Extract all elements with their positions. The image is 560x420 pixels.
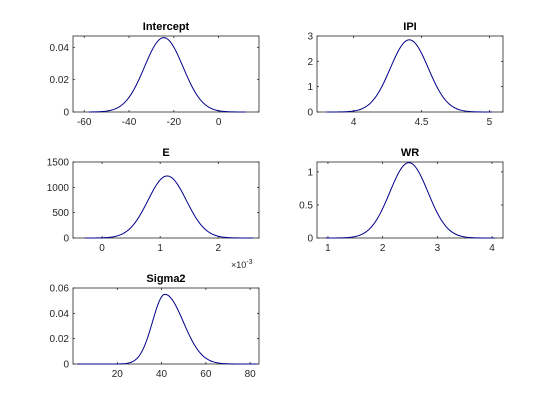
ipi-xtick-label: 4.5	[415, 117, 429, 128]
wr-axes-box	[316, 161, 504, 239]
sigma2-ytick-label: 0.02	[50, 334, 70, 345]
sigma2-xtick-label: 40	[156, 369, 168, 380]
e-density-line	[84, 175, 254, 239]
sigma2-ytick-label: 0.04	[50, 309, 70, 320]
sigma2-density-line	[77, 293, 257, 365]
e-ytick-label: 1500	[47, 158, 70, 169]
intercept-title: Intercept	[143, 21, 190, 33]
ipi-ytick-label: 1	[307, 82, 313, 93]
sigma2-xtick-label: 20	[112, 369, 124, 380]
intercept-ytick-label: 0.02	[50, 75, 70, 86]
wr-title: WR	[401, 147, 419, 159]
intercept-density-line	[88, 37, 246, 113]
intercept-ytick-label: 0.04	[50, 43, 70, 54]
intercept-xtick-label: -20	[167, 117, 182, 128]
subplot-e: 0 1 2 0 500 1000 1500 E ×10-3	[47, 147, 260, 270]
e-ytick-label: 0	[63, 234, 69, 245]
sigma2-ytick-label: 0	[63, 360, 69, 371]
wr-ytick-label: 0.5	[299, 200, 313, 211]
wr-xtick-label: 3	[435, 243, 441, 254]
wr-xtick-label: 2	[380, 243, 386, 254]
sigma2-title: Sigma2	[146, 273, 185, 285]
ipi-ytick-label: 3	[307, 32, 313, 43]
e-xtick-label: 0	[99, 243, 105, 254]
wr-ytick-label: 0	[307, 234, 313, 245]
e-xtick-label: 2	[216, 243, 222, 254]
wr-xtick-label: 4	[489, 243, 495, 254]
ipi-title: IPI	[403, 21, 416, 33]
intercept-xtick-label: -60	[77, 117, 92, 128]
e-ytick-label: 500	[52, 208, 69, 219]
intercept-ytick-label: 0	[63, 108, 69, 119]
e-title: E	[162, 147, 169, 159]
e-ytick-label: 1000	[47, 183, 70, 194]
ipi-density-line	[326, 39, 493, 113]
ipi-ytick-label: 2	[307, 57, 313, 68]
intercept-axes-box	[72, 35, 260, 113]
ipi-xtick-label: 5	[487, 117, 493, 128]
sigma2-xtick-label: 60	[200, 369, 212, 380]
ipi-axes-box	[316, 35, 504, 113]
sigma2-axes-box	[72, 287, 260, 365]
sigma2-ytick-label: 0.06	[50, 284, 70, 295]
ipi-xtick-label: 4	[351, 117, 357, 128]
subplot-sigma2: 20 40 60 80 0 0.02 0.04 0.06 Sigma2	[50, 273, 260, 380]
e-axes-box	[72, 161, 260, 239]
wr-xtick-label: 1	[325, 243, 331, 254]
intercept-xtick-label: -40	[122, 117, 137, 128]
e-exponent-label: ×10-3	[231, 259, 253, 270]
subplot-intercept: -60 -40 -20 0 0 0.02 0.04 Intercept	[50, 21, 260, 128]
intercept-xtick-label: 0	[216, 117, 222, 128]
subplot-wr: 1 2 3 4 0 0.5 1 WR	[299, 147, 504, 254]
sigma2-xtick-label: 80	[245, 369, 257, 380]
wr-ytick-label: 1	[307, 167, 313, 178]
ipi-ytick-label: 0	[307, 108, 313, 119]
subplot-ipi: 4 4.5 5 0 1 2 3 IPI	[307, 21, 504, 128]
wr-density-line	[325, 162, 495, 239]
e-xtick-label: 1	[157, 243, 163, 254]
